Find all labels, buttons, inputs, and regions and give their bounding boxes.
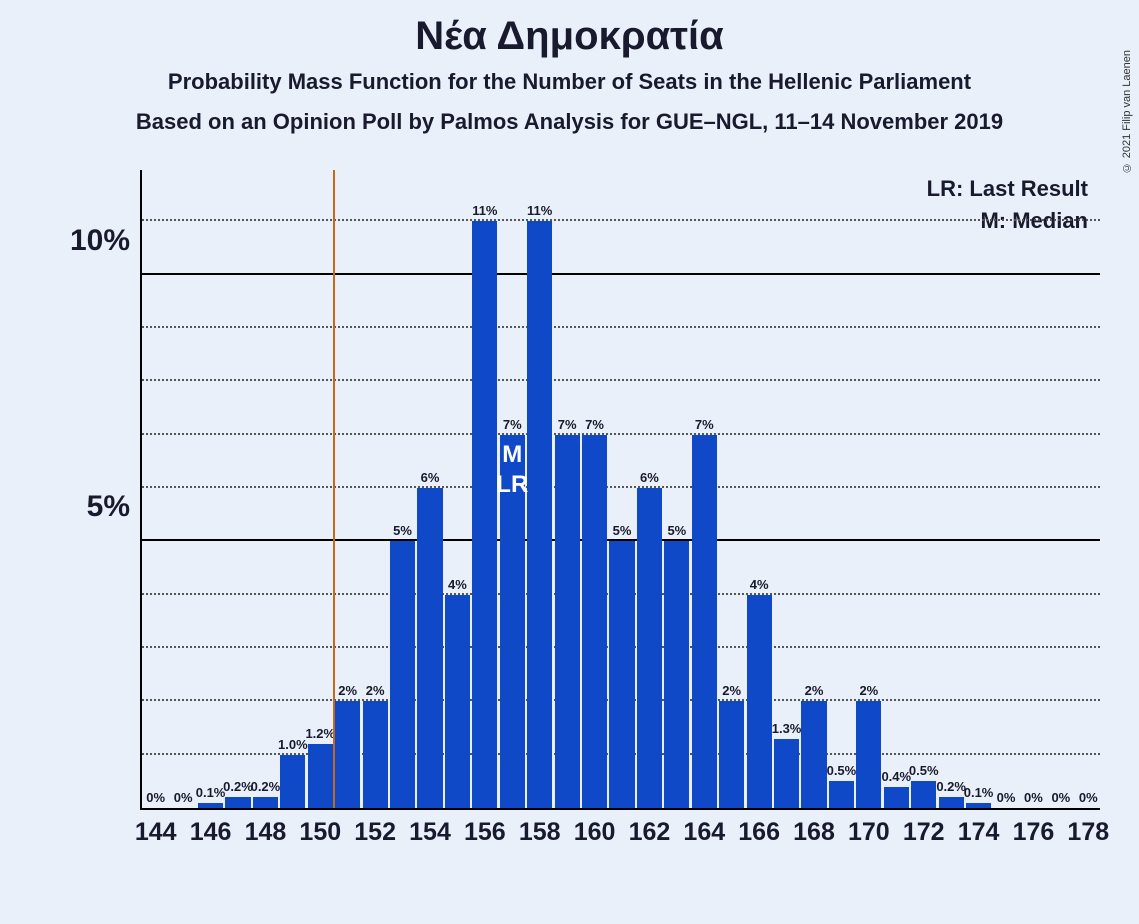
bar bbox=[335, 701, 360, 808]
x-axis-label: 144 bbox=[135, 818, 177, 847]
chart-subtitle-2: Based on an Opinion Poll by Palmos Analy… bbox=[0, 109, 1139, 135]
bar bbox=[472, 221, 497, 808]
bar bbox=[198, 803, 223, 808]
bar-value-label: 2% bbox=[839, 683, 899, 698]
x-axis-label: 160 bbox=[574, 818, 616, 847]
bar bbox=[774, 739, 799, 808]
median-marker: M bbox=[502, 441, 522, 469]
bar bbox=[445, 595, 470, 808]
bar bbox=[225, 797, 250, 808]
bar bbox=[363, 701, 388, 808]
bar bbox=[664, 541, 689, 808]
bar-value-label: 6% bbox=[619, 470, 679, 485]
x-axis-label: 152 bbox=[354, 818, 396, 847]
bar-value-label: 6% bbox=[400, 470, 460, 485]
bar bbox=[801, 701, 826, 808]
bar-value-label: 7% bbox=[674, 417, 734, 432]
bar bbox=[747, 595, 772, 808]
x-axis-label: 154 bbox=[409, 818, 451, 847]
x-axis-label: 162 bbox=[629, 818, 671, 847]
bar bbox=[527, 221, 552, 808]
bar bbox=[856, 701, 881, 808]
chart-subtitle-1: Probability Mass Function for the Number… bbox=[0, 69, 1139, 95]
x-axis-label: 148 bbox=[245, 818, 287, 847]
chart-title: Νέα Δημοκρατία bbox=[0, 0, 1139, 59]
bar bbox=[280, 755, 305, 808]
plot-area: LR: Last Result M: Median 5%10%0%0%0.1%0… bbox=[140, 170, 1100, 810]
last-result-line bbox=[333, 170, 335, 808]
x-axis-label: 170 bbox=[848, 818, 890, 847]
copyright-text: © 2021 Filip van Laenen bbox=[1121, 50, 1133, 173]
bar-value-label: 0.5% bbox=[894, 763, 954, 778]
bar bbox=[308, 744, 333, 808]
x-axis-label: 176 bbox=[1013, 818, 1055, 847]
x-axis-label: 158 bbox=[519, 818, 561, 847]
bar bbox=[692, 435, 717, 808]
bar-value-label: 7% bbox=[565, 417, 625, 432]
bar bbox=[390, 541, 415, 808]
bar bbox=[555, 435, 580, 808]
bar bbox=[582, 435, 607, 808]
bar-value-label: 11% bbox=[510, 203, 570, 218]
x-axis-label: 164 bbox=[683, 818, 725, 847]
x-axis-label: 166 bbox=[738, 818, 780, 847]
bar-value-label: 0% bbox=[1058, 790, 1118, 805]
x-axis-label: 150 bbox=[299, 818, 341, 847]
y-axis-label: 5% bbox=[50, 490, 130, 524]
bar bbox=[829, 781, 854, 808]
last-result-marker: LR bbox=[496, 471, 528, 499]
x-axis-label: 172 bbox=[903, 818, 945, 847]
bars-group: 0%0%0.1%0.2%0.2%1.0%1.2%2%2%5%6%4%11%7%1… bbox=[142, 170, 1100, 808]
bar bbox=[253, 797, 278, 808]
bar bbox=[884, 787, 909, 808]
bar bbox=[609, 541, 634, 808]
bar bbox=[719, 701, 744, 808]
x-axis-label: 156 bbox=[464, 818, 506, 847]
chart-container: LR: Last Result M: Median 5%10%0%0%0.1%0… bbox=[60, 170, 1110, 870]
bar-value-label: 11% bbox=[455, 203, 515, 218]
bar-value-label: 4% bbox=[729, 577, 789, 592]
x-axis-label: 174 bbox=[958, 818, 1000, 847]
bar bbox=[417, 488, 442, 808]
x-axis-label: 146 bbox=[190, 818, 232, 847]
x-axis-label: 168 bbox=[793, 818, 835, 847]
y-axis-label: 10% bbox=[50, 224, 130, 258]
bar-value-label: 2% bbox=[784, 683, 844, 698]
x-axis-label: 178 bbox=[1067, 818, 1109, 847]
